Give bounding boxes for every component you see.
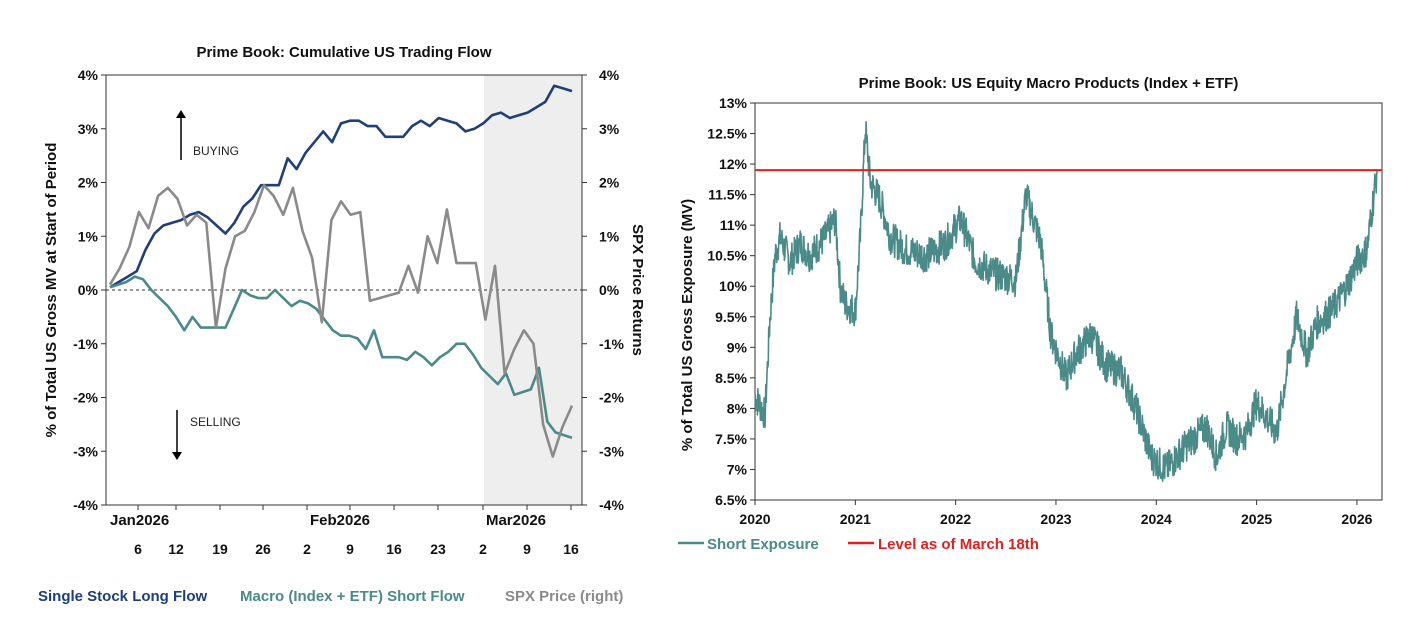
right-y-tick-label: -3% <box>599 443 624 459</box>
legend-item: Macro (Index + ETF) Short Flow <box>240 588 465 605</box>
series-line-macro-index-etf-short-flow <box>109 275 573 440</box>
y-tick-label: 12.5% <box>707 126 747 142</box>
x-tick-label: 2022 <box>940 511 971 527</box>
selling-arrowhead-icon <box>172 452 182 460</box>
right-y-tick-label: -1% <box>599 336 624 352</box>
x-tick-label: 2023 <box>1040 511 1071 527</box>
left-y-tick-label: -3% <box>73 443 98 459</box>
right-chart-axes <box>754 102 1383 501</box>
y-tick-label: 7.5% <box>715 431 747 447</box>
left-y-tick-label: 3% <box>78 121 99 137</box>
x-tick-label: 16 <box>563 541 579 557</box>
right-chart: Prime Book: US Equity Macro Products (In… <box>678 75 1383 553</box>
y-tick-label: 10.5% <box>707 248 747 264</box>
right-y-tick-label: -4% <box>599 497 624 513</box>
x-tick-label: 12 <box>168 541 184 557</box>
x-tick-label: 2021 <box>840 511 871 527</box>
x-tick-label: 19 <box>212 541 228 557</box>
x-tick-label: 2 <box>479 541 487 557</box>
left-y-tick-label: -1% <box>73 336 98 352</box>
y-tick-label: 9% <box>727 339 748 355</box>
y-tick-label: 10% <box>719 278 748 294</box>
legend-item: Level as of March 18th <box>878 536 1039 553</box>
left-y-tick-label: 0% <box>78 282 99 298</box>
y-tick-label: 12% <box>719 156 748 172</box>
right-y-tick-label: 1% <box>599 228 620 244</box>
x-tick-label: 2020 <box>739 511 770 527</box>
x-tick-label: 9 <box>523 541 531 557</box>
buying-arrowhead-icon <box>176 110 186 118</box>
y-tick-label: 8% <box>727 400 748 416</box>
buying-label: BUYING <box>193 144 239 158</box>
y-tick-label: 9.5% <box>715 309 747 325</box>
right-y-tick-label: 0% <box>599 282 620 298</box>
right-y-axis-label: SPX Price Returns <box>629 224 646 356</box>
x-tick-label: 26 <box>255 541 271 557</box>
left-chart: Prime Book: Cumulative US Trading Flow 4… <box>38 44 646 605</box>
selling-label: SELLING <box>190 415 241 429</box>
right-y-tick-label: 2% <box>599 175 620 191</box>
right-chart-title: Prime Book: US Equity Macro Products (In… <box>859 75 1239 92</box>
x-tick-label: 2026 <box>1341 511 1372 527</box>
left-y-tick-label: -4% <box>73 497 98 513</box>
series-line-short-exposure <box>754 121 1378 483</box>
right-y-tick-label: -2% <box>599 390 624 406</box>
x-tick-label: 6 <box>134 541 142 557</box>
y-tick-label: 7% <box>727 461 748 477</box>
legend-item: Single Stock Long Flow <box>38 588 208 605</box>
legend-item: SPX Price (right) <box>505 588 623 605</box>
right-chart-legend: Short Exposure Level as of March 18th <box>678 536 1039 553</box>
left-y-tick-label: 1% <box>78 228 99 244</box>
month-label: Jan2026 <box>110 512 169 529</box>
legend-item: Short Exposure <box>707 536 819 553</box>
y-tick-label: 6.5% <box>715 492 747 508</box>
left-y-tick-label: -2% <box>73 390 98 406</box>
y-tick-label: 11.5% <box>708 187 747 203</box>
month-label: Mar2026 <box>486 512 546 529</box>
x-tick-label: 23 <box>430 541 446 557</box>
x-tick-label: 9 <box>346 541 354 557</box>
x-tick-label: 2024 <box>1141 511 1172 527</box>
x-tick-label: 2025 <box>1241 511 1272 527</box>
left-chart-title: Prime Book: Cumulative US Trading Flow <box>196 44 491 61</box>
left-chart-legend: Single Stock Long Flow Macro (Index + ETF… <box>38 588 623 605</box>
series-line-spx-price-right <box>108 183 574 458</box>
y-tick-label: 13% <box>719 95 748 111</box>
right-chart-y-axis-label: % of Total US Gross Exposure (MV) <box>679 199 696 451</box>
right-y-tick-label: 4% <box>599 67 620 83</box>
right-y-tick-label: 3% <box>599 121 620 137</box>
x-tick-label: 2 <box>303 541 311 557</box>
flow-annotations: BUYING SELLING <box>172 110 241 460</box>
x-tick-label: 16 <box>386 541 402 557</box>
left-y-axis-label: % of Total US Gross MV at Start of Perio… <box>43 143 60 438</box>
left-y-tick-label: 2% <box>78 175 99 191</box>
month-label: Feb2026 <box>310 512 370 529</box>
left-y-tick-label: 4% <box>78 67 99 83</box>
series-line-single-stock-long-flow <box>109 84 573 289</box>
y-tick-label: 8.5% <box>715 370 747 386</box>
y-tick-label: 11% <box>720 217 748 233</box>
